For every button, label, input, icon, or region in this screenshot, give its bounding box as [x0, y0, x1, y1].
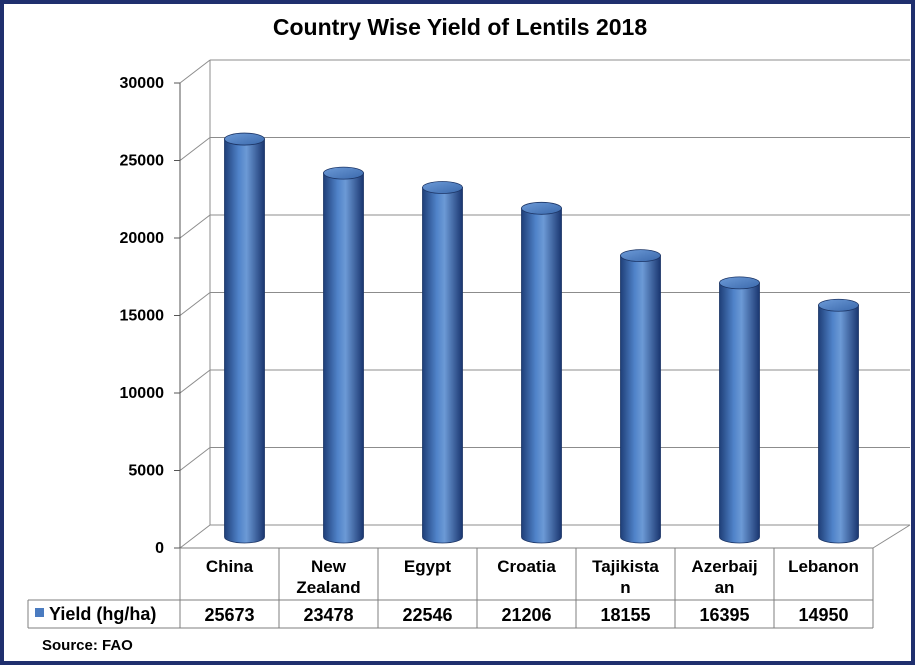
bar-body — [323, 172, 364, 544]
bar-body — [719, 282, 760, 544]
legend-swatch — [35, 608, 44, 617]
bars — [224, 132, 859, 544]
source-note: Source: FAO — [42, 637, 133, 654]
data-label: 25673 — [204, 605, 254, 625]
y-tick-label: 5000 — [128, 463, 164, 480]
floor-right-edge — [872, 524, 911, 549]
data-label: 16395 — [699, 605, 749, 625]
bar-cap — [224, 132, 265, 146]
data-label: 18155 — [600, 605, 650, 625]
grid-diag — [179, 447, 211, 471]
data-label: 14950 — [798, 605, 848, 625]
grid-diag — [179, 292, 211, 316]
bar-cap — [422, 181, 463, 194]
x-tick-label: Zealand — [296, 578, 360, 597]
x-tick-label: Croatia — [497, 557, 556, 576]
y-tick-label: 20000 — [120, 230, 165, 247]
bar — [422, 181, 463, 544]
bar — [224, 132, 265, 544]
data-label: 23478 — [303, 605, 353, 625]
bar-cap — [620, 249, 661, 262]
x-tick-label: China — [206, 557, 254, 576]
grid-diag — [179, 137, 211, 161]
x-tick-label: Azerbaij — [691, 557, 757, 576]
data-label: 22546 — [402, 605, 452, 625]
data-label: 21206 — [501, 605, 551, 625]
grid-diag — [179, 369, 211, 394]
y-tick-label: 25000 — [120, 153, 165, 170]
bar-cap — [818, 298, 859, 312]
bar — [620, 249, 661, 544]
bar-body — [818, 304, 859, 544]
x-tick-label: an — [715, 578, 735, 597]
bar — [719, 276, 760, 544]
grid-diag — [179, 59, 211, 84]
y-tick-label: 10000 — [120, 385, 165, 402]
bar — [521, 201, 562, 544]
bar-body — [224, 138, 265, 544]
y-tick-label: 0 — [155, 540, 164, 557]
legend-label: Yield (hg/ha) — [49, 604, 156, 624]
x-tick-label: New — [311, 557, 347, 576]
bar-body — [620, 255, 661, 544]
bar — [818, 298, 859, 544]
bar-cap — [521, 201, 562, 215]
data-table: China New Zealand Egypt Croatia Tajikista n Aze… — [27, 547, 874, 629]
bar-cap — [323, 166, 364, 180]
x-tick-label: n — [620, 578, 630, 597]
grid-diag — [179, 524, 211, 549]
y-tick-label: 15000 — [120, 308, 165, 325]
chart-title: Country Wise Yield of Lentils 2018 — [273, 14, 647, 40]
bar-body — [521, 207, 562, 544]
bar — [323, 166, 364, 544]
x-tick-label: Tajikista — [592, 557, 659, 576]
x-tick-label: Lebanon — [788, 557, 859, 576]
y-tick-label: 30000 — [120, 75, 165, 92]
grid-diag — [179, 214, 211, 239]
bar-body — [422, 187, 463, 544]
x-tick-label: Egypt — [404, 557, 452, 576]
bar-cap — [719, 276, 760, 290]
